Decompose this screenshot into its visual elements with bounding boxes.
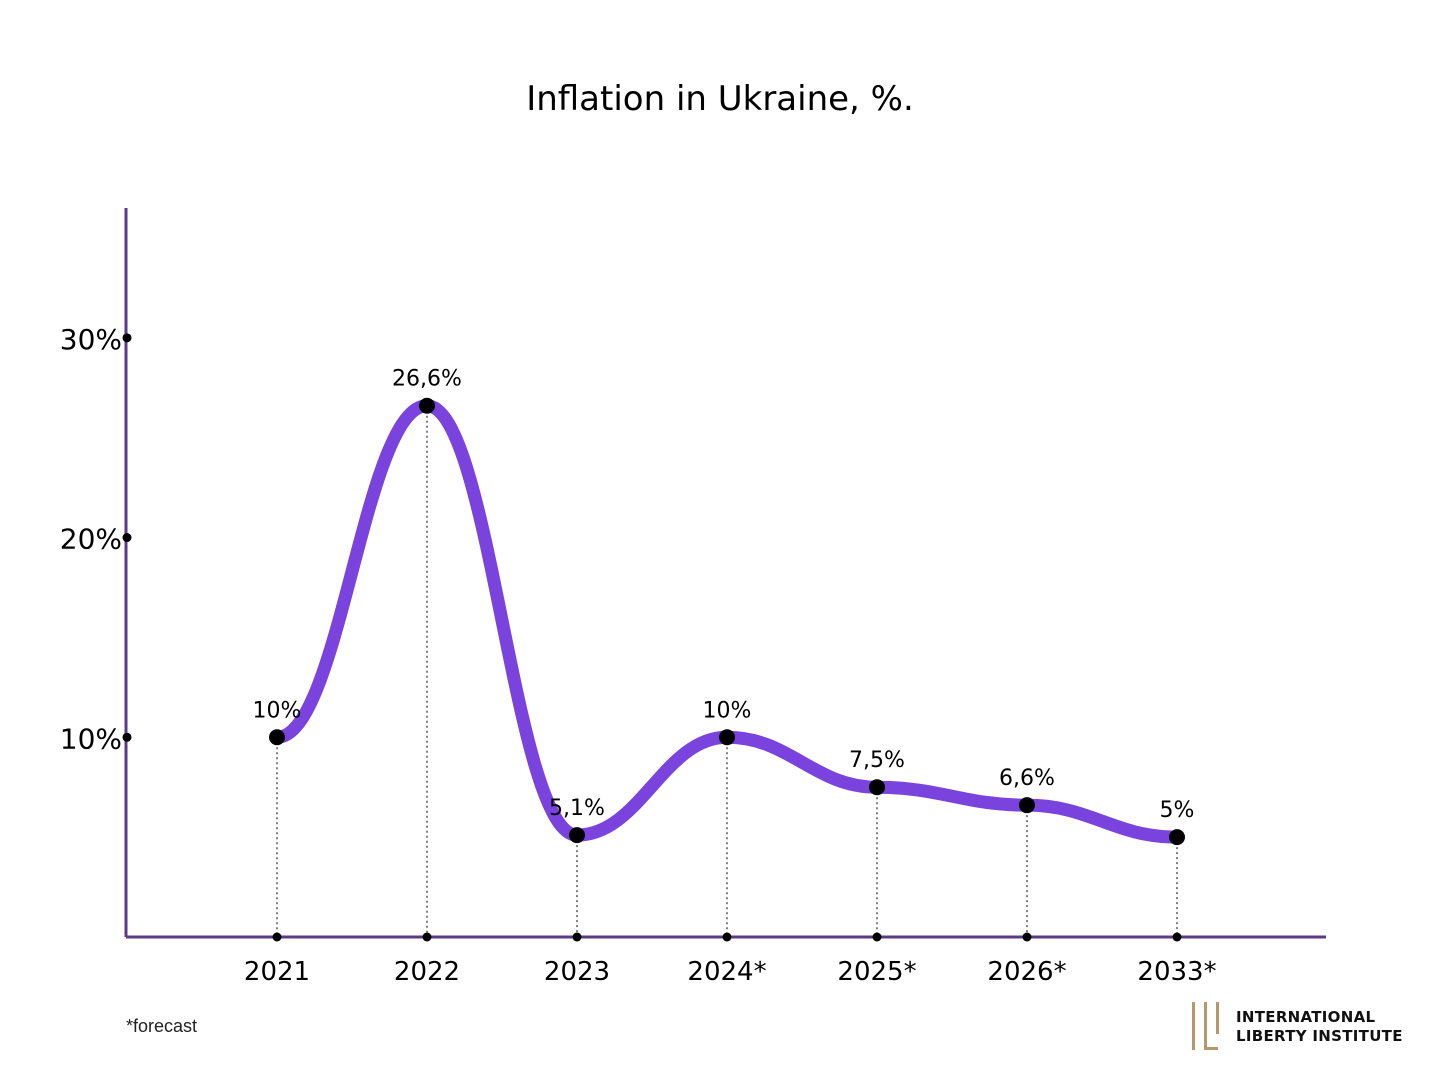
y-tick-dot — [122, 333, 132, 343]
logo-text-line2: Liberty Institute — [1236, 1027, 1403, 1045]
data-point — [1019, 797, 1035, 814]
x-tick-label: 2024* — [687, 957, 766, 987]
forecast-footnote: *forecast — [126, 1016, 198, 1036]
series-line — [270, 399, 1184, 844]
data-point — [269, 729, 285, 746]
x-tick-label: 2025* — [837, 957, 916, 987]
x-tick-label: 2026* — [987, 957, 1066, 987]
x-tick-dot — [722, 932, 732, 942]
y-tick-dot — [122, 732, 132, 742]
chart-title: Inflation in Ukraine, %. — [526, 79, 914, 119]
y-tick-label: 30% — [60, 323, 122, 356]
data-label: 10% — [703, 698, 752, 723]
logo-text-line1: International — [1236, 1008, 1376, 1026]
data-label: 5,1% — [549, 796, 605, 821]
data-point — [419, 397, 435, 414]
y-tick-label: 20% — [60, 523, 122, 556]
data-label: 10% — [253, 698, 302, 723]
institute-logo: International Liberty Institute — [1190, 1000, 1402, 1056]
data-point — [569, 827, 585, 844]
x-tick-dot — [272, 932, 282, 942]
data-label: 26,6% — [392, 367, 462, 392]
x-tick-label: 2021 — [244, 957, 310, 987]
x-tick-label: 2033* — [1137, 957, 1216, 987]
logo-mark-icon — [1192, 1002, 1219, 1050]
x-tick-label: 2023 — [544, 957, 610, 987]
x-tick-dot — [872, 932, 882, 942]
x-tick-label: 2022 — [394, 957, 460, 987]
data-point — [869, 779, 885, 796]
y-tick-dot — [122, 533, 132, 543]
data-labels: 10% 26,6% 5,1% 10% 7,5% 6,6% 5% — [253, 367, 1195, 823]
y-tick-label: 10% — [60, 722, 122, 755]
data-point — [719, 729, 735, 746]
x-tick-dot — [1172, 932, 1182, 942]
data-points — [269, 397, 1185, 846]
data-label: 5% — [1160, 798, 1195, 823]
axes: 10% 20% 30% 2021 2022 2023 2024* 2025* 2026* 2033… — [60, 208, 1326, 987]
data-label: 7,5% — [849, 748, 905, 773]
data-label: 6,6% — [999, 766, 1055, 791]
drop-lines — [276, 405, 1178, 937]
data-point — [1169, 829, 1185, 846]
